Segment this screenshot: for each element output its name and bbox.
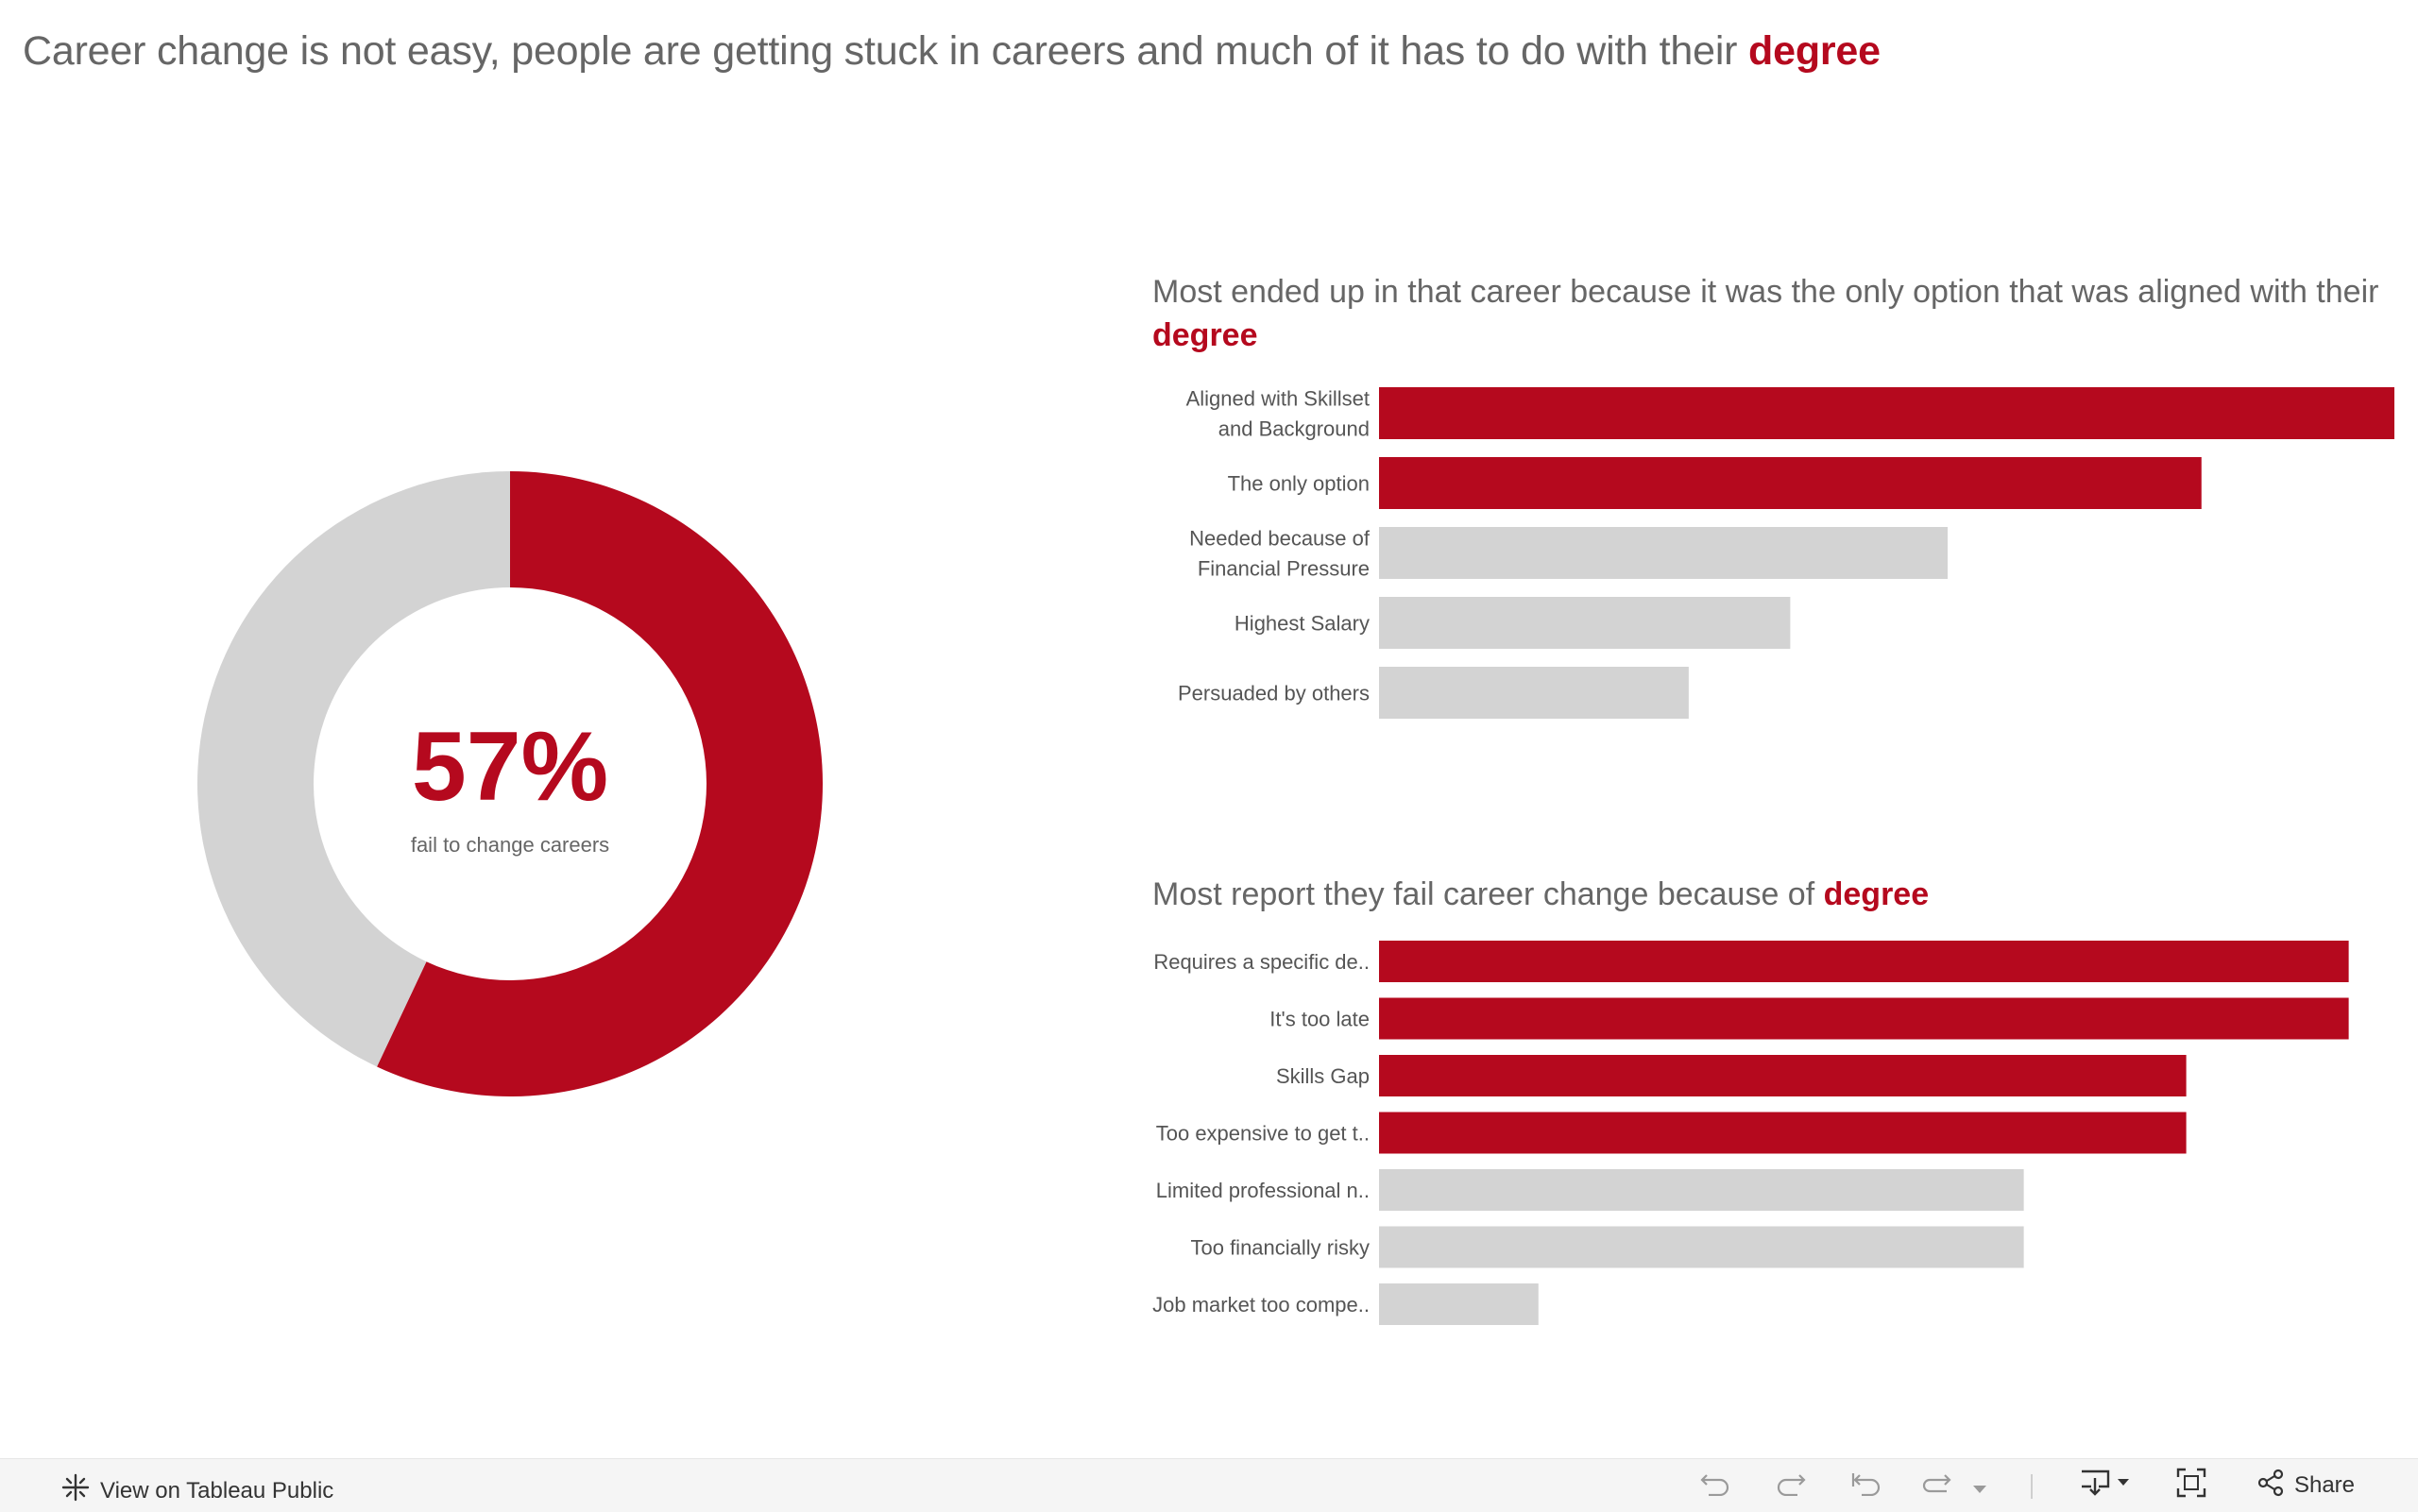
bar-5[interactable] — [1379, 1226, 2024, 1268]
bar-chart-1-svg: Aligned with Skillset and Background The o… — [1178, 387, 2394, 719]
bar-chart-2-title-text: Most report they fail career change beca… — [1152, 876, 1824, 912]
category-label: and Background — [1218, 417, 1370, 441]
category-label: Highest Salary — [1235, 612, 1370, 636]
bar-chart-1-title: Most ended up in that career because it … — [1152, 270, 2399, 357]
category-label: Persuaded by others — [1178, 682, 1370, 705]
fullscreen-icon — [2176, 1468, 2206, 1504]
bar-2[interactable] — [1379, 527, 1948, 579]
title-text: Career change is not easy, people are ge… — [23, 28, 1749, 74]
donut-chart: 57% fail to change careers — [179, 453, 841, 1114]
undo-button[interactable] — [1696, 1470, 1734, 1501]
title-highlight: degree — [1748, 28, 1881, 74]
category-label: Too financially risky — [1190, 1236, 1370, 1260]
revert-icon — [1850, 1470, 1882, 1503]
bar-1[interactable] — [1379, 457, 2202, 509]
page-title: Career change is not easy, people are ge… — [23, 28, 1881, 75]
donut-center: 57% fail to change careers — [179, 453, 841, 1114]
donut-svg — [196, 471, 823, 1096]
category-label: Job market too compe.. — [1152, 1293, 1370, 1317]
bar-chart-2-title: Most report they fail career change beca… — [1152, 873, 2399, 916]
bar-4[interactable] — [1379, 1169, 2024, 1211]
bar-chart-2-title-highlight: degree — [1823, 876, 1930, 912]
share-label: Share — [2293, 1472, 2356, 1498]
fullscreen-button[interactable] — [2172, 1468, 2210, 1504]
view-on-tableau-label: View on Tableau Public — [100, 1477, 334, 1504]
donut-slice-0[interactable] — [377, 471, 823, 1096]
category-label: Financial Pressure — [1198, 557, 1370, 581]
redo-button[interactable] — [1772, 1470, 1810, 1501]
donut-center-value: 57% — [411, 712, 609, 822]
bar-chart-2-svg: Requires a specific de.. It's too late Ski… — [1152, 941, 2349, 1325]
category-label: Requires a specific de.. — [1153, 950, 1370, 974]
bar-1[interactable] — [1379, 997, 2349, 1040]
revert-button[interactable] — [1848, 1470, 1885, 1501]
redo-icon — [1775, 1470, 1807, 1503]
download-icon — [2080, 1469, 2137, 1504]
pause-updates-button[interactable] — [1917, 1470, 1955, 1501]
donut-center-caption: fail to change careers — [410, 833, 610, 857]
bar-chart-1: Aligned with Skillset and Background The o… — [1115, 378, 2418, 737]
tableau-toolbar: View on Tableau Public — [0, 1458, 2418, 1512]
bar-3[interactable] — [1379, 597, 1791, 649]
bar-2[interactable] — [1379, 1055, 2187, 1096]
bar-3[interactable] — [1379, 1112, 2187, 1154]
category-label: It's too late — [1269, 1008, 1370, 1031]
more-options-button[interactable] — [1968, 1470, 1991, 1501]
tableau-logo-icon — [60, 1472, 91, 1509]
bar-0[interactable] — [1379, 387, 2394, 439]
category-label: Too expensive to get t.. — [1156, 1122, 1370, 1146]
undo-icon — [1699, 1470, 1731, 1503]
category-label: Limited professional n.. — [1156, 1179, 1370, 1202]
share-button[interactable]: Share — [2244, 1469, 2367, 1504]
donut-slice-1[interactable] — [196, 471, 510, 1067]
share-icon — [2256, 1469, 2285, 1504]
bar-chart-1-title-highlight: degree — [1152, 317, 1258, 353]
chevron-down-icon — [1972, 1470, 1987, 1501]
bar-0[interactable] — [1379, 941, 2349, 982]
toolbar-divider — [2031, 1474, 2033, 1499]
bar-4[interactable] — [1379, 667, 1689, 719]
bar-chart-2: Requires a specific de.. It's too late Ski… — [1115, 935, 2418, 1341]
category-label: Aligned with Skillset — [1186, 387, 1370, 411]
download-button[interactable] — [2078, 1470, 2138, 1501]
category-label: Needed because of — [1189, 527, 1371, 551]
bar-chart-1-title-text: Most ended up in that career because it … — [1152, 274, 2379, 310]
category-label: The only option — [1228, 472, 1370, 496]
view-on-tableau-link[interactable]: View on Tableau Public — [60, 1472, 333, 1509]
bar-6[interactable] — [1379, 1283, 1539, 1325]
category-label: Skills Gap — [1276, 1064, 1370, 1088]
refresh-icon — [1920, 1470, 1952, 1503]
